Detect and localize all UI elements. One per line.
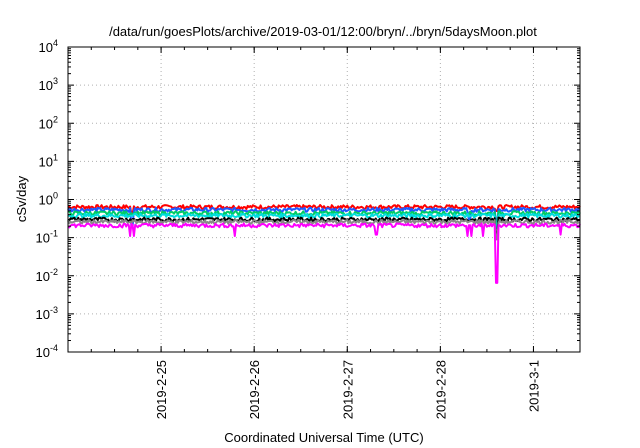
- y-tick-label: 104: [39, 38, 58, 55]
- grid: [68, 47, 580, 352]
- x-tick-label: 2019-2-25: [154, 360, 169, 419]
- y-axis-label: cSv/day: [14, 175, 29, 222]
- y-tick-base: 10: [39, 78, 53, 93]
- y-tick-exponent: -1: [50, 229, 58, 239]
- y-tick-base: 10: [36, 231, 50, 246]
- y-tick-label: 103: [39, 76, 58, 93]
- series-layer: [67, 204, 581, 284]
- y-tick-base: 10: [39, 154, 53, 169]
- series-line: [67, 216, 581, 239]
- axis-ticks: [67, 46, 581, 353]
- y-tick-label: 100: [39, 191, 58, 208]
- y-tick-base: 10: [36, 269, 50, 284]
- y-tick-base: 10: [36, 307, 50, 322]
- y-tick-label: 10-2: [36, 267, 58, 284]
- chart-title: /data/run/goesPlots/archive/2019-03-01/1…: [109, 24, 537, 39]
- y-tick-exponent: 2: [53, 114, 58, 124]
- y-tick-exponent: 1: [53, 152, 58, 162]
- x-tick-label: 2019-2-27: [340, 360, 355, 419]
- y-tick-exponent: 3: [53, 76, 58, 86]
- y-tick-exponent: 0: [53, 191, 58, 201]
- x-tick-label: 2019-2-28: [433, 360, 448, 419]
- y-tick-base: 10: [36, 345, 50, 360]
- y-tick-label: 10-4: [36, 343, 58, 360]
- y-tick-label: 102: [39, 114, 58, 131]
- series-line: [67, 218, 581, 241]
- y-tick-exponent: 4: [53, 38, 58, 48]
- x-tick-label: 2019-3-1: [526, 360, 541, 412]
- y-tick-label: 10-1: [36, 229, 58, 246]
- y-tick-exponent: -2: [50, 267, 58, 277]
- y-tick-label: 10-3: [36, 305, 58, 322]
- x-tick-label: 2019-2-26: [247, 360, 262, 419]
- series-line: [67, 222, 581, 284]
- x-axis-label: Coordinated Universal Time (UTC): [224, 430, 423, 445]
- y-tick-base: 10: [39, 40, 53, 55]
- y-tick-label: 101: [39, 152, 58, 169]
- y-tick-exponent: -4: [50, 343, 58, 353]
- y-tick-base: 10: [39, 193, 53, 208]
- x-tick-labels: 2019-2-25 2019-2-26 2019-2-27 2019-2-28 2019…: [154, 360, 541, 419]
- series-line: [67, 212, 581, 229]
- y-tick-exponent: -3: [50, 305, 58, 315]
- series-line: [67, 210, 581, 228]
- y-tick-base: 10: [39, 116, 53, 131]
